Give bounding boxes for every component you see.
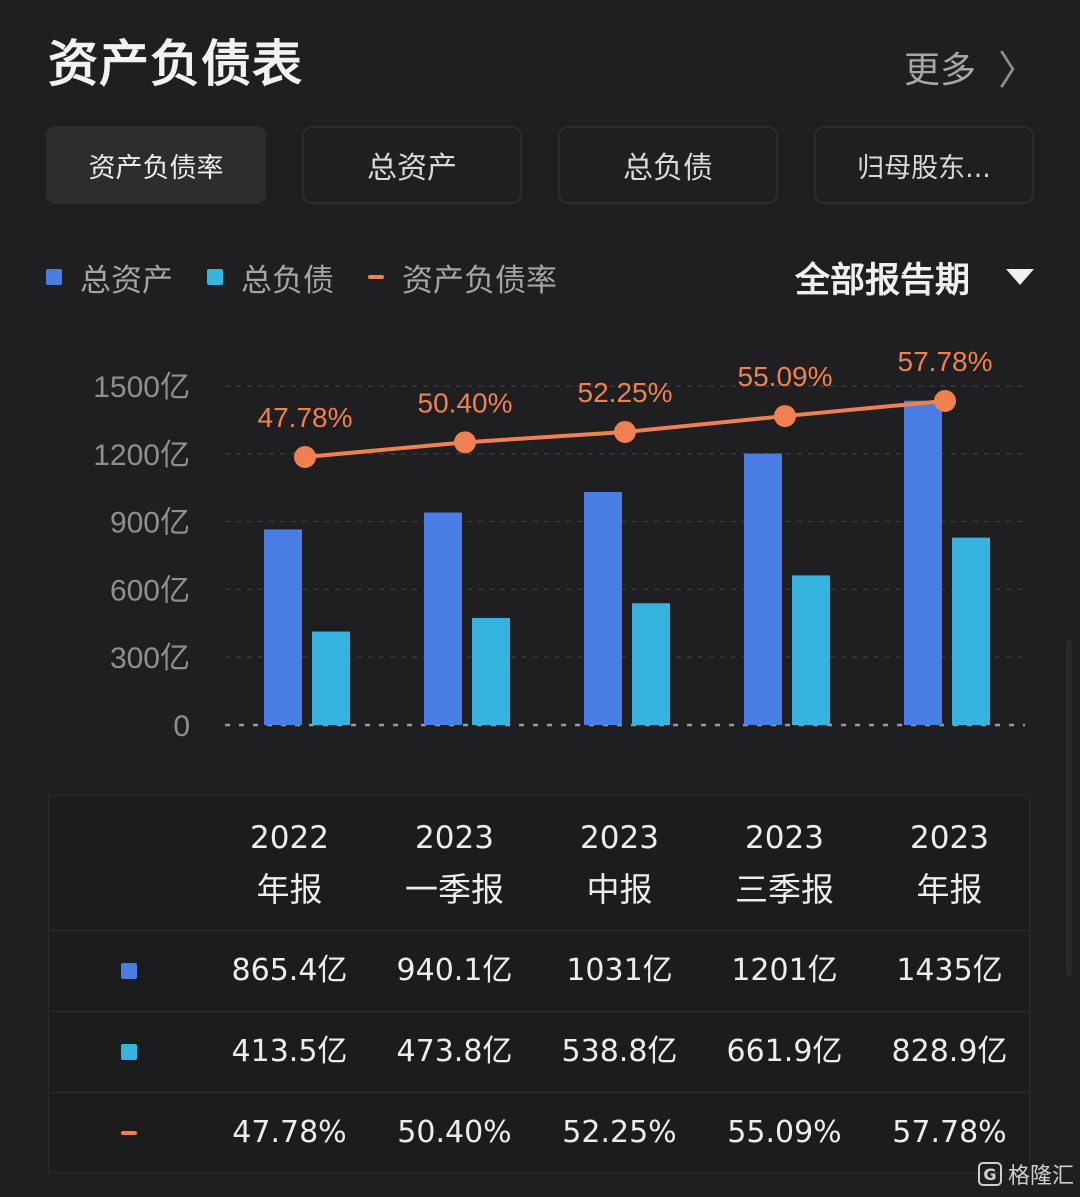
column-header: 2022 年报 — [207, 814, 372, 918]
table-cell: 413.5亿 — [231, 1034, 348, 1069]
table-cell: 1201亿 — [731, 953, 838, 988]
column-year: 2022 — [250, 820, 329, 856]
row-marker-square-icon — [121, 963, 137, 979]
data-label-debt-ratio: 55.09% — [738, 361, 833, 392]
bar-total-liabilities — [472, 617, 510, 725]
bar-total-assets — [744, 453, 782, 725]
dropdown-triangle-icon — [1006, 269, 1034, 285]
legend-label: 总负债 — [241, 262, 334, 299]
chart-legend: 总资产 总负债 资产负债率 — [46, 252, 591, 302]
legend-item-debt-ratio: 资产负债率 — [368, 255, 557, 300]
more-label: 更多 — [903, 50, 976, 91]
legend-label: 资产负债率 — [402, 262, 557, 299]
bar-total-assets — [264, 529, 302, 725]
bar-total-assets — [424, 512, 462, 725]
bar-total-liabilities — [792, 575, 830, 725]
bar-total-assets — [904, 400, 942, 725]
legend-line-icon — [368, 275, 384, 279]
column-year: 2023 — [580, 820, 659, 856]
table-cell: 47.78% — [232, 1115, 347, 1150]
table-cell: 940.1亿 — [396, 953, 513, 988]
table-cell: 473.8亿 — [396, 1034, 513, 1069]
legend-square-icon — [46, 269, 62, 285]
y-tick-label: 900亿 — [110, 507, 190, 540]
table-cell: 55.09% — [727, 1115, 842, 1150]
data-label-debt-ratio: 47.78% — [258, 402, 353, 433]
bar-total-liabilities — [632, 603, 670, 725]
legend-label: 总资产 — [80, 262, 173, 299]
gelonghui-logo-icon: G — [977, 1162, 1002, 1186]
table-row-debt-ratio: 47.78% 50.40% 52.25% 55.09% 57.78% — [49, 1092, 1029, 1173]
legend-item-total-liabilities: 总负债 — [207, 255, 334, 300]
table-cell: 538.8亿 — [561, 1034, 678, 1069]
column-period: 中报 — [586, 870, 653, 909]
tab-total-liabilities[interactable]: 总负债 — [558, 126, 778, 204]
chevron-right-icon: 〉 — [998, 48, 1038, 94]
data-label-debt-ratio: 52.25% — [578, 377, 673, 408]
balance-sheet-chart: 1500亿 1200亿 900亿 600亿 300亿 0 47.78% 50.40% 52.25… — [93, 346, 1025, 743]
column-header: 2023 三季报 — [702, 814, 867, 918]
table-cell: 828.9亿 — [891, 1034, 1008, 1069]
row-marker-square-icon — [121, 1044, 137, 1060]
point-debt-ratio — [454, 431, 476, 454]
column-year: 2023 — [415, 820, 494, 856]
watermark-text: 格隆汇 — [1007, 1164, 1074, 1189]
page-title: 资产负债表 — [48, 35, 303, 93]
table-cell: 52.25% — [562, 1115, 677, 1150]
tab-total-assets[interactable]: 总资产 — [302, 126, 522, 204]
column-period: 年报 — [256, 870, 323, 909]
column-year: 2023 — [745, 820, 824, 856]
y-tick-label: 600亿 — [110, 574, 190, 607]
scrollbar[interactable] — [1066, 640, 1072, 976]
table-cell: 1031亿 — [566, 953, 673, 988]
table-cell: 865.4亿 — [231, 953, 348, 988]
legend-item-total-assets: 总资产 — [46, 255, 173, 300]
bar-total-liabilities — [312, 631, 350, 725]
period-dropdown[interactable]: 全部报告期 — [795, 252, 1034, 302]
table-row-total-liabilities: 413.5亿 473.8亿 538.8亿 661.9亿 828.9亿 — [49, 1011, 1029, 1092]
bar-total-assets — [584, 491, 622, 725]
metric-tabs: 资产负债率 总资产 总负债 归母股东... — [46, 126, 1034, 206]
point-debt-ratio — [294, 446, 316, 468]
y-tick-label: 0 — [173, 710, 190, 743]
point-debt-ratio — [934, 390, 956, 412]
point-debt-ratio — [614, 420, 636, 443]
header: 资产负债表 更多 〉 — [48, 24, 1038, 96]
y-tick-label: 1500亿 — [93, 371, 190, 404]
legend-square-icon — [207, 269, 223, 285]
table-cell: 57.78% — [892, 1115, 1007, 1150]
period-label: 全部报告期 — [794, 260, 970, 301]
more-button[interactable]: 更多 〉 — [904, 38, 1038, 96]
column-period: 一季报 — [405, 870, 504, 909]
point-debt-ratio — [774, 405, 796, 428]
column-year: 2023 — [910, 820, 989, 856]
table-cell: 50.40% — [397, 1115, 512, 1150]
bar-total-liabilities — [952, 537, 990, 725]
table-row-total-assets: 865.4亿 940.1亿 1031亿 1201亿 1435亿 — [49, 930, 1029, 1011]
table-cell: 1435亿 — [896, 953, 1003, 988]
table-header: 2022 年报 2023 一季报 2023 中报 2023 三季报 2023 年… — [49, 796, 1029, 930]
y-tick-label: 300亿 — [110, 642, 190, 675]
data-table: 2022 年报 2023 一季报 2023 中报 2023 三季报 2023 年… — [48, 795, 1030, 1173]
column-period: 年报 — [916, 870, 983, 909]
data-label-debt-ratio: 57.78% — [898, 346, 993, 377]
watermark: G 格隆汇 — [977, 1158, 1074, 1190]
column-header: 2023 中报 — [537, 814, 702, 918]
tab-debt-ratio[interactable]: 资产负债率 — [46, 126, 266, 204]
column-header: 2023 一季报 — [372, 814, 537, 918]
table-cell: 661.9亿 — [726, 1034, 843, 1069]
data-label-debt-ratio: 50.40% — [418, 387, 513, 418]
row-marker-line-icon — [121, 1131, 137, 1135]
y-tick-label: 1200亿 — [93, 439, 190, 472]
tab-parent-equity[interactable]: 归母股东... — [814, 126, 1034, 204]
column-period: 三季报 — [735, 870, 834, 909]
column-header: 2023 年报 — [867, 814, 1032, 918]
